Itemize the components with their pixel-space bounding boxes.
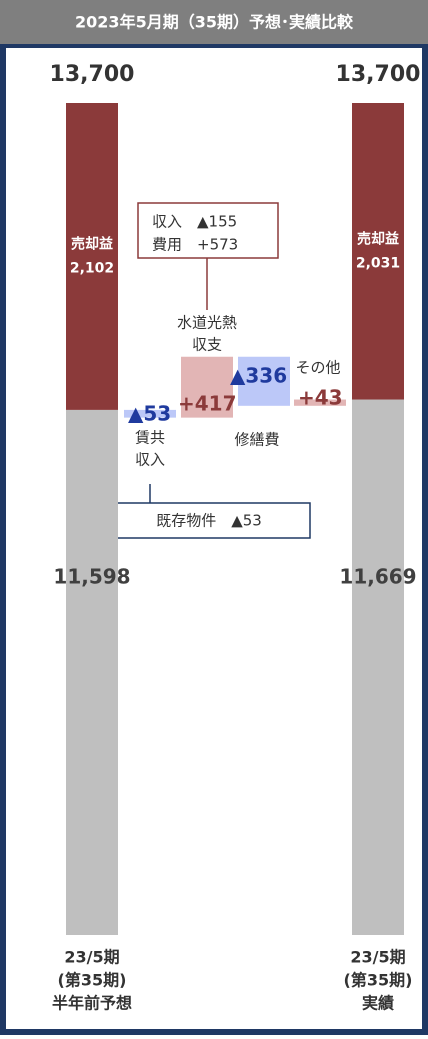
bar-segment	[66, 103, 118, 410]
step-label: 水道光熱	[177, 314, 237, 332]
value-label: 2,031	[356, 255, 400, 271]
bar-segment	[66, 409, 118, 936]
value-label: ▲53	[128, 402, 171, 426]
value-label: +417	[178, 392, 237, 416]
step-bar	[181, 356, 233, 418]
step-label: 修繕費	[234, 431, 279, 449]
annotation: 費用 +573	[152, 236, 238, 254]
annotation: 収入 ▲155	[152, 213, 237, 231]
x-tick-label: 23/5期	[64, 948, 119, 967]
step-bar	[294, 399, 346, 406]
value-label: 11,669	[339, 565, 416, 589]
segment-name: 売却益	[357, 230, 399, 247]
step-label: その他	[295, 359, 340, 377]
step-bar	[238, 356, 290, 406]
value-label: 2,102	[70, 260, 114, 276]
total-label: 13,700	[336, 62, 421, 87]
step-label: 収支	[192, 336, 222, 354]
step-bar	[124, 409, 176, 418]
total-label: 13,700	[50, 62, 135, 87]
value-label: +43	[298, 386, 343, 410]
bar-segment	[352, 103, 404, 400]
x-tick-label: (第35期)	[58, 971, 127, 990]
x-tick-label: 実績	[362, 994, 394, 1013]
chart-title: 2023年5月期（35期）予想･実績比較	[75, 13, 354, 32]
x-tick-label: 23/5期	[350, 948, 405, 967]
step-label: 賃共	[135, 429, 165, 447]
callout-box	[137, 202, 279, 259]
bar-segment	[352, 399, 404, 935]
header	[0, 0, 428, 44]
segment-name: 売却益	[71, 235, 113, 252]
step-label: 収入	[135, 451, 165, 469]
x-tick-label: (第35期)	[344, 971, 413, 990]
value-label: 11,598	[53, 565, 130, 589]
annotation: 既存物件 ▲53	[156, 512, 262, 530]
value-label: ▲336	[230, 364, 287, 388]
x-tick-label: 半年前予想	[52, 994, 132, 1013]
